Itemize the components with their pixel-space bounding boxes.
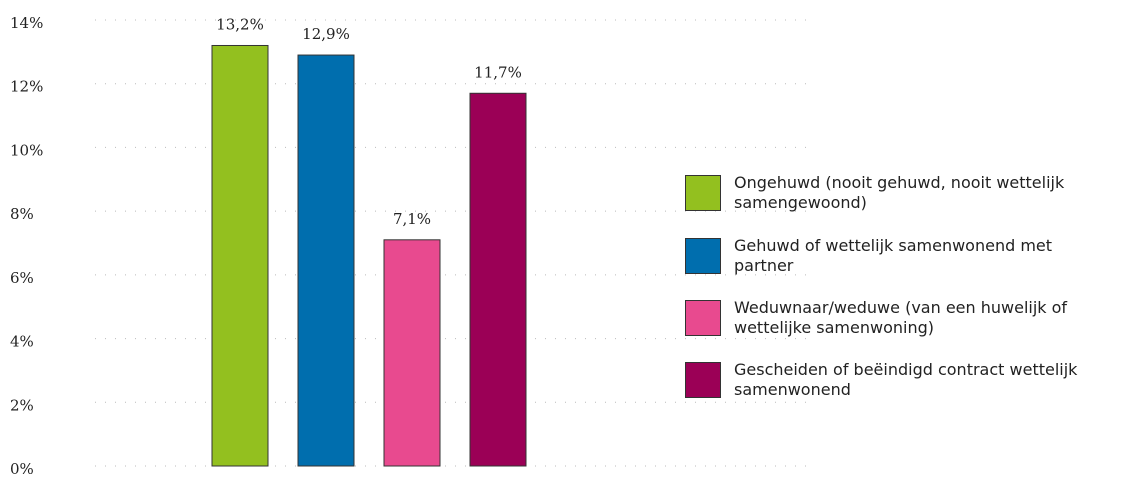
legend-label: Ongehuwd (nooit gehuwd, nooit wettelijk … xyxy=(734,173,1065,212)
legend-label: Gescheiden of beëindigd contract wetteli… xyxy=(734,360,1078,399)
legend-swatch xyxy=(685,362,721,398)
value-label: 7,1% xyxy=(393,210,431,228)
y-tick-label: 8% xyxy=(10,205,34,223)
legend-item: Weduwnaar/weduwe (van een huwelijk of we… xyxy=(685,298,1114,338)
y-tick-label: 12% xyxy=(10,78,43,96)
legend-swatch xyxy=(685,300,721,336)
legend-item: Gehuwd of wettelijk samenwonend met part… xyxy=(685,236,1114,276)
y-tick-label: 10% xyxy=(10,141,43,159)
legend-swatch xyxy=(685,175,721,211)
y-tick-label: 2% xyxy=(10,396,34,414)
bar xyxy=(211,44,269,467)
legend-swatch xyxy=(685,238,721,274)
legend-label: Gehuwd of wettelijk samenwonend met part… xyxy=(734,236,1053,275)
y-tick-label: 4% xyxy=(10,333,34,351)
bar xyxy=(469,92,527,467)
value-label: 13,2% xyxy=(216,15,264,33)
y-tick-label: 6% xyxy=(10,269,34,287)
y-tick-label: 0% xyxy=(10,460,34,478)
bar xyxy=(383,239,441,467)
legend-item: Ongehuwd (nooit gehuwd, nooit wettelijk … xyxy=(685,173,1114,213)
legend-label: Weduwnaar/weduwe (van een huwelijk of we… xyxy=(734,298,1068,337)
value-label: 11,7% xyxy=(474,63,522,81)
value-label: 12,9% xyxy=(302,25,350,43)
y-tick-label: 14% xyxy=(10,14,43,32)
bar xyxy=(297,54,355,467)
legend-item: Gescheiden of beëindigd contract wetteli… xyxy=(685,360,1114,400)
